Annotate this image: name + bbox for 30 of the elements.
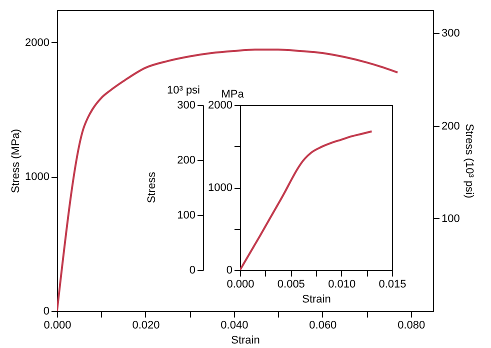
y2-axis-title: Stress (10³ psi)	[462, 124, 475, 198]
annotation: Stress	[146, 171, 158, 204]
y2-tick-label: 100	[442, 212, 460, 225]
y-tick-label: 0	[43, 306, 50, 318]
x-tick-label: 0.000	[226, 278, 254, 290]
y-tick-label: 2000	[25, 36, 50, 49]
y2-tick-label: 200	[177, 154, 196, 166]
x-tick-label: 0.010	[328, 278, 356, 290]
x-tick-label: 0.015	[378, 278, 406, 290]
y-axis-title: Stress (MPa)	[10, 128, 22, 194]
y-axis-title: MPa	[221, 88, 245, 100]
y-tick-label: 0	[226, 264, 232, 276]
line-series	[240, 130, 373, 270]
x-tick-label: 0.080	[398, 320, 426, 332]
x-tick-label: 0.005	[277, 278, 305, 290]
x-tick-label: 0.020	[132, 320, 160, 332]
x-tick-label: 0.000	[44, 320, 72, 332]
y2-tick-label: 300	[442, 28, 460, 40]
x-axis-title: Strain	[302, 294, 331, 306]
y-tick-label: 1000	[208, 182, 232, 194]
x-axis-title: Strain	[231, 334, 260, 346]
x-tick-label: 0.060	[309, 320, 337, 332]
y-tick-label: 2000	[208, 100, 232, 112]
y2-tick-label: 0	[189, 264, 196, 276]
y2-tick-label: 300	[177, 100, 196, 112]
y-tick-label: 1000	[25, 171, 50, 184]
y2-tick-label: 200	[442, 120, 460, 132]
y2-tick-label: 100	[177, 210, 196, 222]
x-tick-label: 0.040	[220, 320, 248, 332]
y2-axis-title: 10³ psi	[166, 84, 200, 96]
